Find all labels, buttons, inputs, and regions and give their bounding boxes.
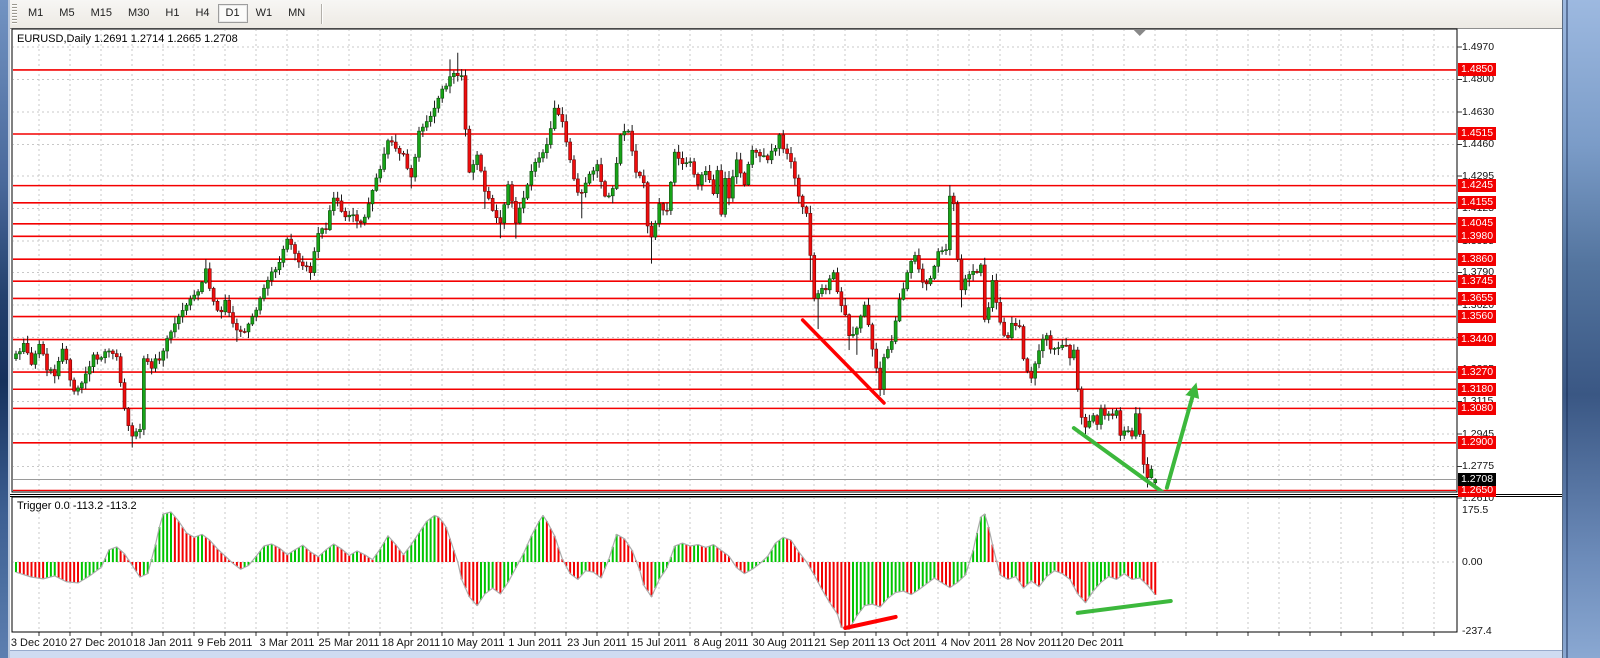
desktop-background-left bbox=[0, 0, 10, 658]
date-label[interactable]: 18 Jan 2011 bbox=[133, 637, 193, 649]
date-label[interactable]: 18 Apr 2011 bbox=[381, 637, 441, 649]
price-grid-label: 1.4970 bbox=[1462, 40, 1495, 53]
timeframe-buttons: M1 M5 M15 M30 H1 H4 D1 W1 MN bbox=[20, 0, 323, 28]
date-label[interactable]: 15 Jul 2011 bbox=[630, 637, 688, 649]
date-label[interactable]: 27 Dec 2010 bbox=[69, 637, 133, 649]
date-label[interactable]: 28 Nov 2011 bbox=[1000, 637, 1062, 649]
toolbar-separator bbox=[321, 4, 323, 24]
buy-arrow bbox=[1164, 389, 1196, 490]
sell-trendline bbox=[800, 318, 886, 405]
sr-price-tag: 1.4515 bbox=[1458, 127, 1497, 141]
date-label[interactable]: 9 Feb 2011 bbox=[197, 637, 253, 649]
chart-title: EURUSD,Daily 1.2691 1.2714 1.2665 1.2708 bbox=[17, 33, 238, 45]
sr-price-tag: 1.3180 bbox=[1458, 382, 1497, 396]
price-grid-label: 1.4630 bbox=[1462, 105, 1495, 118]
tf-button-m1[interactable]: M1 bbox=[28, 7, 44, 19]
sr-price-tag: 1.4850 bbox=[1458, 63, 1497, 77]
sr-price-tag: 1.3560 bbox=[1458, 310, 1497, 324]
sr-price-tag: 1.4045 bbox=[1458, 217, 1497, 231]
tf-button-m15[interactable]: M15 bbox=[90, 7, 112, 19]
date-label[interactable]: 8 Aug 2011 bbox=[693, 637, 749, 649]
metatrader-chart-window: M1 M5 M15 M30 H1 H4 D1 W1 MN 1.4970 1.4800 1.4630 1… bbox=[10, 0, 1563, 658]
main-chart-panel[interactable] bbox=[12, 29, 1457, 492]
support-trendline bbox=[1071, 426, 1165, 491]
current-price-tag: 1.2708 bbox=[1458, 472, 1497, 486]
date-label[interactable]: 23 Jun 2011 bbox=[567, 637, 627, 649]
indicator-axis-label: -237.4 bbox=[1462, 624, 1492, 637]
chart-canvas[interactable] bbox=[10, 0, 1562, 658]
tf-button-h4[interactable]: H4 bbox=[195, 7, 210, 19]
date-label[interactable]: 1 Jun 2011 bbox=[508, 637, 562, 649]
sr-price-tag: 1.3655 bbox=[1458, 291, 1497, 305]
sr-price-tag: 1.3270 bbox=[1458, 365, 1497, 379]
date-label[interactable]: 3 Dec 2010 bbox=[10, 637, 68, 649]
tf-button-m30[interactable]: M30 bbox=[127, 7, 150, 19]
sr-price-tag: 1.3980 bbox=[1458, 229, 1497, 243]
price-grid-label: 1.4295 bbox=[1462, 169, 1495, 182]
tf-button-h1[interactable]: H1 bbox=[165, 7, 180, 19]
sr-price-tag: 1.4155 bbox=[1458, 196, 1497, 210]
sr-price-tag: 1.3745 bbox=[1458, 274, 1497, 288]
tf-button-w1[interactable]: W1 bbox=[255, 7, 273, 19]
price-grid-label: 1.2775 bbox=[1462, 460, 1495, 473]
date-label[interactable]: 3 Mar 2011 bbox=[259, 637, 315, 649]
toolbar-grip-handle[interactable] bbox=[12, 4, 17, 24]
tf-button-m5[interactable]: M5 bbox=[59, 7, 75, 19]
date-label[interactable]: 20 Dec 2011 bbox=[1062, 637, 1124, 649]
indicator-envelope bbox=[15, 511, 1156, 631]
date-label[interactable]: 10 May 2011 bbox=[441, 637, 505, 649]
indicator-title: Trigger 0.0 -113.2 -113.2 bbox=[17, 500, 137, 512]
desktop-background-right bbox=[1562, 0, 1600, 658]
sr-price-tag: 1.3440 bbox=[1458, 333, 1497, 347]
indicator-axis-label: 175.5 bbox=[1462, 504, 1489, 517]
sr-price-tag: 1.2650 bbox=[1458, 484, 1497, 498]
date-label[interactable]: 25 Mar 2011 bbox=[318, 637, 380, 649]
sr-price-tag: 1.3080 bbox=[1458, 401, 1497, 415]
date-label[interactable]: 4 Nov 2011 bbox=[941, 637, 997, 649]
date-label[interactable]: 30 Aug 2011 bbox=[752, 637, 814, 649]
tf-button-d1[interactable]: D1 bbox=[217, 4, 248, 23]
sr-price-tag: 1.4245 bbox=[1458, 179, 1497, 193]
sr-price-tag: 1.3860 bbox=[1458, 252, 1497, 266]
window-bottom-edge bbox=[10, 650, 1562, 658]
price-grid-label: 1.4460 bbox=[1462, 138, 1495, 150]
indicator-sell-line bbox=[843, 614, 898, 630]
date-label[interactable]: 21 Sep 2011 bbox=[814, 637, 876, 649]
indicator-support-line bbox=[1075, 598, 1173, 615]
indicator-axis-label: 0.00 bbox=[1462, 555, 1483, 568]
date-label[interactable]: 13 Oct 2011 bbox=[877, 637, 937, 649]
buy-arrow-head bbox=[1185, 382, 1200, 399]
sr-price-tag: 1.2900 bbox=[1458, 436, 1497, 450]
chart-shift-marker bbox=[1133, 30, 1146, 36]
tf-button-mn[interactable]: MN bbox=[288, 7, 306, 19]
